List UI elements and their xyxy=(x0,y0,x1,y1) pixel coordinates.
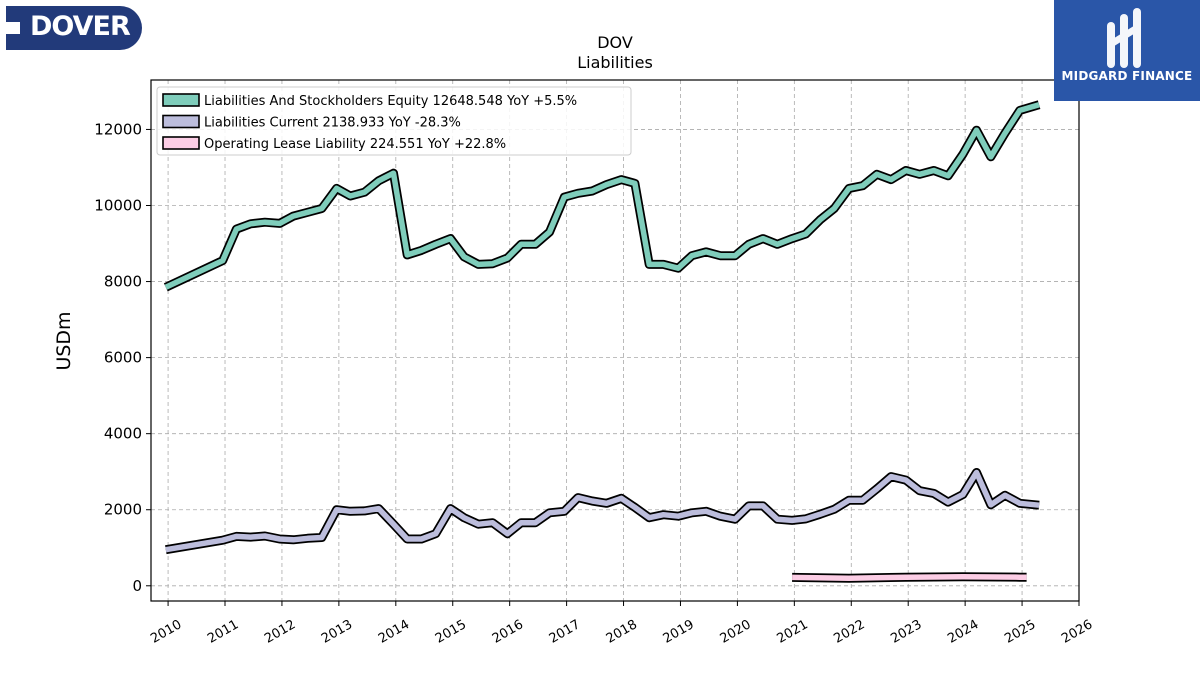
x-tick-label: 2025 xyxy=(1002,617,1038,647)
x-tick-label: 2014 xyxy=(376,617,412,647)
series-line-2 xyxy=(165,469,1040,553)
dover-logo-text: DOVER xyxy=(30,11,131,42)
x-tick-label: 2021 xyxy=(775,617,811,647)
legend-label-1: Liabilities And Stockholders Equity 1264… xyxy=(204,94,577,109)
x-tick-label: 2015 xyxy=(433,617,469,647)
x-tick-label: 2018 xyxy=(604,617,640,647)
legend-swatch-1 xyxy=(162,93,200,107)
plot-frame xyxy=(150,79,1080,602)
x-tick-label: 2020 xyxy=(718,617,754,647)
legend-swatch-2 xyxy=(162,114,200,129)
y-tick-label: 6000 xyxy=(104,349,142,367)
x-axis-ticks: 2010 2011 2012 2013 2014 2015 2016 2017 2018 2019… xyxy=(148,601,1095,647)
y-axis-ticks: 0 2000 4000 6000 8000 10000 12000 xyxy=(94,120,151,595)
x-tick-label: 2026 xyxy=(1059,617,1095,647)
x-tick-label: 2013 xyxy=(319,617,355,647)
legend-box xyxy=(156,86,632,156)
y-tick-label: 2000 xyxy=(104,501,142,519)
y-tick-label: 0 xyxy=(132,577,142,595)
y-tick-label: 4000 xyxy=(104,425,142,443)
x-tick-label: 2016 xyxy=(490,617,526,647)
midgard-finance-logo: MIDGARD FINANCE xyxy=(1054,0,1200,101)
series-line-3 xyxy=(792,573,1027,581)
y-tick-label: 12000 xyxy=(94,120,142,138)
x-tick-label: 2023 xyxy=(888,617,924,647)
chart-title: DOV xyxy=(597,33,633,52)
x-tick-label: 2010 xyxy=(148,617,184,647)
x-tick-label: 2022 xyxy=(831,617,867,647)
x-tick-label: 2019 xyxy=(661,617,697,647)
x-tick-label: 2011 xyxy=(205,617,241,647)
x-tick-label: 2017 xyxy=(547,617,583,647)
legend: Liabilities And Stockholders Equity 1264… xyxy=(156,86,632,156)
legend-swatch-3 xyxy=(162,136,200,150)
grid-lines xyxy=(151,80,1080,601)
dover-logo-shape xyxy=(6,6,142,50)
dover-logo: DOVER xyxy=(6,6,142,50)
midgard-logo-mark-icon xyxy=(1107,8,1141,68)
y-tick-label: 8000 xyxy=(104,273,142,291)
midgard-logo-text: MIDGARD FINANCE xyxy=(1061,69,1193,83)
x-tick-label: 2012 xyxy=(262,617,298,647)
legend-label-2: Liabilities Current 2138.933 YoY -28.3% xyxy=(204,116,461,131)
series-line-1 xyxy=(164,102,1040,290)
y-axis-label: USDm xyxy=(53,311,75,370)
series-layer xyxy=(163,100,1041,583)
legend-label-3: Operating Lease Liability 224.551 YoY +2… xyxy=(204,137,506,152)
x-tick-label: 2024 xyxy=(945,617,981,647)
y-tick-label: 10000 xyxy=(94,196,142,214)
chart-subtitle: Liabilities xyxy=(577,53,653,72)
